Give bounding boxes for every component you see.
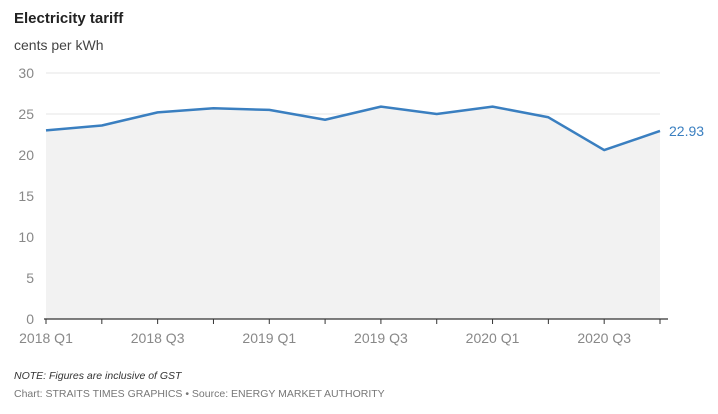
x-tick-label: 2019 Q3	[354, 330, 408, 346]
area-fill	[46, 106, 660, 320]
y-tick-label: 20	[18, 147, 34, 163]
x-axis	[44, 318, 668, 324]
x-tick-label: 2018 Q1	[19, 330, 73, 346]
footnote: NOTE: Figures are inclusive of GST	[14, 370, 182, 382]
x-tick-label: 2020 Q1	[466, 330, 520, 346]
x-axis-ticks: 2018 Q1 2018 Q3 2019 Q1 2019 Q3 2020 Q1 2020 …	[19, 330, 631, 346]
x-tick-label: 2018 Q3	[131, 330, 185, 346]
chart-subtitle: cents per kWh	[14, 37, 104, 53]
y-tick-label: 5	[26, 270, 34, 286]
y-tick-label: 30	[18, 65, 34, 81]
y-tick-label: 15	[18, 188, 34, 204]
y-axis-ticks: 0 5 10 15 20 25 30	[18, 65, 34, 327]
series-polyline	[45, 105, 661, 152]
end-value-label-group: 22.93	[669, 123, 704, 139]
x-tick-label: 2020 Q3	[577, 330, 631, 346]
y-tick-label: 10	[18, 229, 34, 245]
series-line	[45, 105, 661, 152]
chart-title: Electricity tariff	[14, 10, 124, 27]
x-tick-label: 2019 Q1	[242, 330, 296, 346]
source-credit: Chart: STRAITS TIMES GRAPHICS • Source: …	[14, 388, 385, 400]
y-tick-label: 0	[26, 311, 34, 327]
end-value-label: 22.93	[669, 123, 704, 139]
area-path	[46, 106, 660, 320]
y-tick-label: 25	[18, 106, 34, 122]
